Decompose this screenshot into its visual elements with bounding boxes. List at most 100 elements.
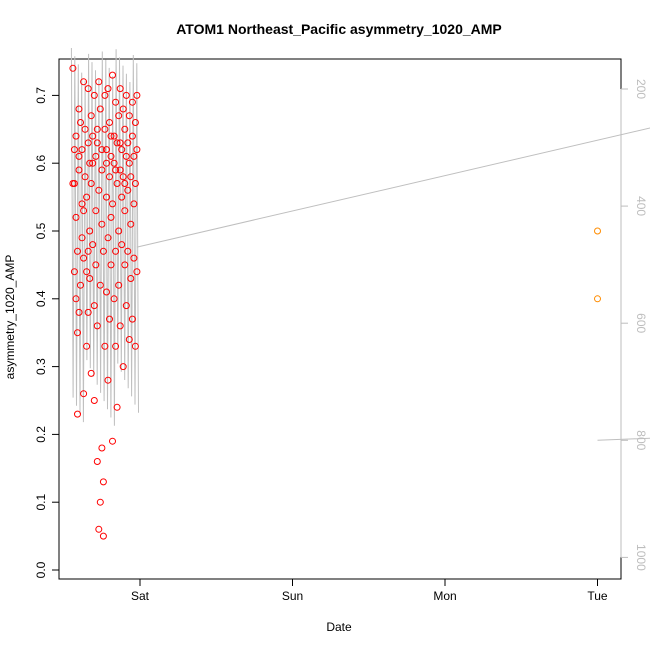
point-red	[87, 369, 95, 377]
point-red	[98, 444, 106, 452]
point-red	[103, 193, 110, 201]
point-red	[93, 139, 101, 147]
y2-tick-label: 800	[634, 430, 648, 450]
point-red	[90, 91, 98, 99]
point-red	[90, 302, 98, 310]
plot-box	[58, 58, 622, 580]
point-red	[95, 186, 103, 194]
point-red	[124, 139, 132, 147]
point-red	[93, 125, 101, 133]
point-red	[104, 85, 112, 93]
point-red	[119, 173, 127, 181]
point-red	[127, 275, 135, 282]
x-tick-label: Mon	[433, 589, 456, 603]
y-tick-label: 0.0	[34, 561, 48, 578]
point-red	[103, 159, 110, 167]
point-red	[80, 78, 88, 86]
point-red	[107, 261, 115, 269]
y-tick-label: 0.3	[34, 358, 48, 375]
point-red	[96, 281, 104, 289]
y-tick-label: 0.1	[34, 494, 48, 511]
point-red	[116, 322, 124, 330]
point-red	[107, 213, 115, 221]
point-red	[83, 268, 91, 276]
point-red	[90, 397, 98, 404]
point-red	[77, 119, 84, 126]
point-red	[101, 125, 109, 133]
point-red	[92, 207, 100, 215]
point-red	[121, 180, 129, 187]
point-red	[89, 132, 97, 140]
point-red	[133, 146, 141, 154]
point-red	[81, 173, 89, 181]
point-red	[115, 112, 123, 120]
point-red	[80, 207, 88, 215]
point-red	[106, 119, 113, 126]
point-red	[101, 342, 109, 350]
point-red	[80, 254, 88, 262]
point-red	[128, 98, 136, 106]
point-red	[119, 105, 127, 113]
point-red	[112, 247, 120, 255]
point-red	[83, 193, 91, 201]
point-red	[113, 139, 121, 147]
point-red	[86, 159, 94, 167]
point-red	[103, 146, 110, 154]
point-red	[109, 200, 116, 208]
point-red	[75, 166, 83, 174]
point-red	[80, 390, 88, 398]
point-orange	[594, 227, 601, 235]
point-red	[75, 152, 83, 160]
point-red	[131, 119, 139, 126]
x-axis-label: Date	[326, 620, 352, 634]
point-red	[92, 152, 100, 160]
x-tick-label: Sun	[282, 589, 303, 603]
point-red	[106, 173, 113, 181]
point-red	[116, 85, 124, 93]
point-red	[75, 105, 83, 113]
point-red	[112, 166, 120, 174]
point-red	[98, 166, 106, 174]
point-red	[74, 329, 81, 337]
point-red	[115, 227, 123, 235]
y2-tick-label: 200	[634, 79, 648, 99]
point-red	[121, 207, 129, 215]
point-red	[121, 125, 129, 133]
point-red	[84, 247, 92, 255]
point-red	[89, 241, 97, 249]
point-red	[74, 247, 81, 255]
point-red	[70, 180, 78, 187]
point-red	[128, 132, 136, 140]
point-red	[130, 152, 138, 160]
y2-tick-label: 600	[634, 313, 648, 333]
point-red	[74, 410, 81, 418]
point-red	[77, 281, 84, 289]
point-red	[98, 146, 106, 154]
point-red	[99, 478, 107, 486]
point-red	[81, 125, 89, 133]
point-orange	[594, 295, 601, 303]
point-red	[127, 220, 135, 228]
point-red	[69, 64, 77, 72]
point-red	[110, 132, 118, 140]
point-red	[84, 139, 92, 147]
point-red	[93, 322, 101, 330]
chart-title: ATOM1 Northeast_Pacific asymmetry_1020_A…	[176, 21, 502, 37]
point-red	[101, 91, 109, 99]
point-red	[128, 315, 136, 323]
point-red	[78, 200, 86, 208]
point-red	[83, 342, 91, 350]
point-red	[92, 261, 100, 269]
point-red	[106, 315, 113, 323]
point-red	[131, 342, 139, 350]
x-tick-label: Sat	[131, 589, 150, 603]
point-red	[72, 295, 80, 303]
point-red	[84, 308, 92, 316]
point-red	[93, 458, 101, 465]
y-tick-label: 0.6	[34, 155, 48, 172]
axes: 0.0 0.1 0.2 0.3 0.4 0.5 0.6 0.7 Sat Sun Mon Tue 200 4…	[34, 79, 648, 603]
point-red	[104, 376, 112, 384]
point-red	[131, 180, 139, 187]
y-tick-label: 0.7	[34, 87, 48, 104]
point-red	[112, 342, 120, 350]
